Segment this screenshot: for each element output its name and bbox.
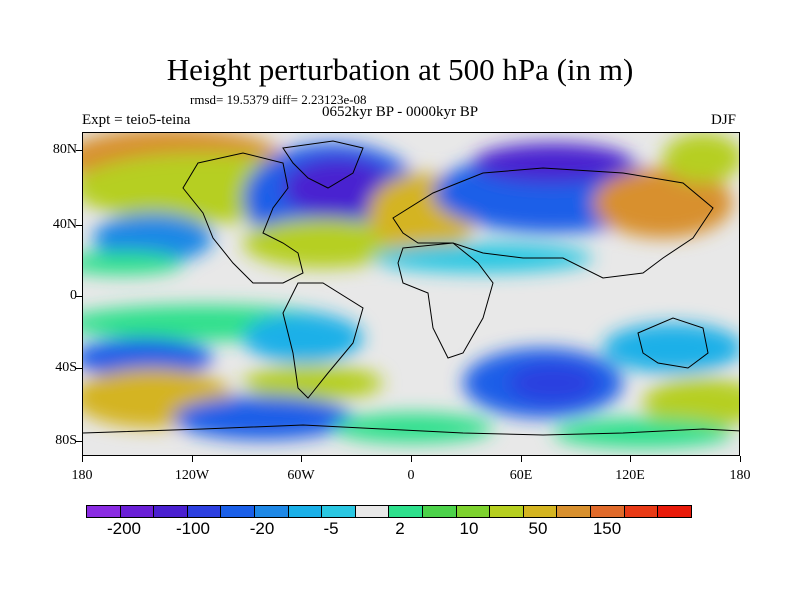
lon-tick [411,456,412,462]
lon-label-0: 0 [407,468,415,483]
slight-positive-antarctic-indian [553,418,733,448]
colorbar-swatch [220,505,255,518]
positive-anomaly-east-asia [593,168,733,238]
colorbar-label: 10 [459,519,479,538]
colorbar-swatch [522,505,558,518]
map-frame [82,132,740,456]
positive-anomaly-bering [663,133,739,183]
colorbar-swatch [589,505,625,518]
stats-subtitle: rmsd= 19.5379 diff= 2.23123e-08 [190,92,367,107]
lon-tick [191,456,193,462]
lon-tick [630,456,632,462]
experiment-label: Expt = teio5-teina [82,112,191,128]
colorbar-swatch [657,505,692,518]
colorbar-swatch [556,505,591,518]
colorbar-swatch [421,505,457,518]
lon-label-60w: 60W [287,468,315,483]
negative-anomaly-north-pacific [93,213,213,263]
colorbar-label: -100 [175,519,211,538]
negative-anomaly-core-greenland [283,158,393,218]
greenland-outline [282,140,364,189]
colorbar-swatch [623,505,659,518]
slight-positive-antarctic-atlantic [333,413,493,443]
negative-anomaly-subtropics [373,243,593,273]
colorbar-swatch [287,505,323,518]
period-subtitle: 0652kyr BP - 0000kyr BP [322,104,479,120]
field-shading [83,133,739,448]
negative-anomaly-south-america [243,313,363,363]
south-america-outline [282,282,364,399]
lat-tick [76,150,82,151]
lon-label-120w: 120W [174,468,210,483]
height-perturbation-map [83,133,739,455]
positive-anomaly-south-atlantic [243,365,383,401]
positive-anomaly-southwest-pacific [643,378,739,428]
colorbar-swatch [119,505,155,518]
negative-anomaly-core-arctic [473,143,633,183]
negative-anomaly-southern-ocean-west [173,396,353,440]
lat-tick [76,441,82,442]
colorbar-swatch [253,505,289,518]
colorbar-label: 50 [528,519,548,538]
negative-anomaly-core-indian [508,363,598,403]
lon-label-60e: 60E [509,468,533,483]
eurasia-outline [392,167,714,279]
colorbar-swatch [321,505,356,518]
lon-tick [301,456,303,462]
colorbar-label: -5 [323,519,339,538]
antarctica-outline [83,424,739,436]
negative-anomaly-south-pacific [83,338,213,378]
colorbar [86,505,692,518]
lat-label-80s: 80S [55,433,77,448]
colorbar-swatch [153,505,188,518]
lon-label-180e: 180 [729,468,751,483]
lon-tick [520,456,522,462]
lat-tick [76,225,82,226]
colorbar-label: -200 [106,519,142,538]
australia-outline [637,317,709,369]
lon-label-120e: 120E [615,468,645,483]
colorbar-label: -20 [249,519,275,538]
lat-label-equator: 0 [70,288,77,303]
colorbar-swatch [455,505,491,518]
colorbar-swatch [388,505,423,518]
lat-tick [76,296,82,297]
north-america-outline [182,152,304,284]
colorbar-swatch [489,505,524,518]
colorbar-label: 150 [592,519,622,538]
lon-tick [740,456,741,462]
colorbar-label: 2 [395,519,405,538]
lon-label-180w: 180 [71,468,93,483]
positive-anomaly-north-atlantic [243,218,403,268]
colorbar-swatch [354,505,390,518]
lat-label-40s: 40S [55,360,77,375]
slight-positive-pacific [83,251,183,275]
africa-outline [397,242,494,359]
lon-tick [82,456,83,462]
plot-title: Height perturbation at 500 hPa (in m) [166,52,634,87]
lat-label-40n: 40N [52,217,77,232]
coastlines [83,140,739,436]
colorbar-swatch [186,505,222,518]
season-label: DJF [711,112,737,128]
lat-tick [76,368,82,369]
lat-label-80n: 80N [52,142,77,157]
colorbar-swatch [86,505,121,518]
